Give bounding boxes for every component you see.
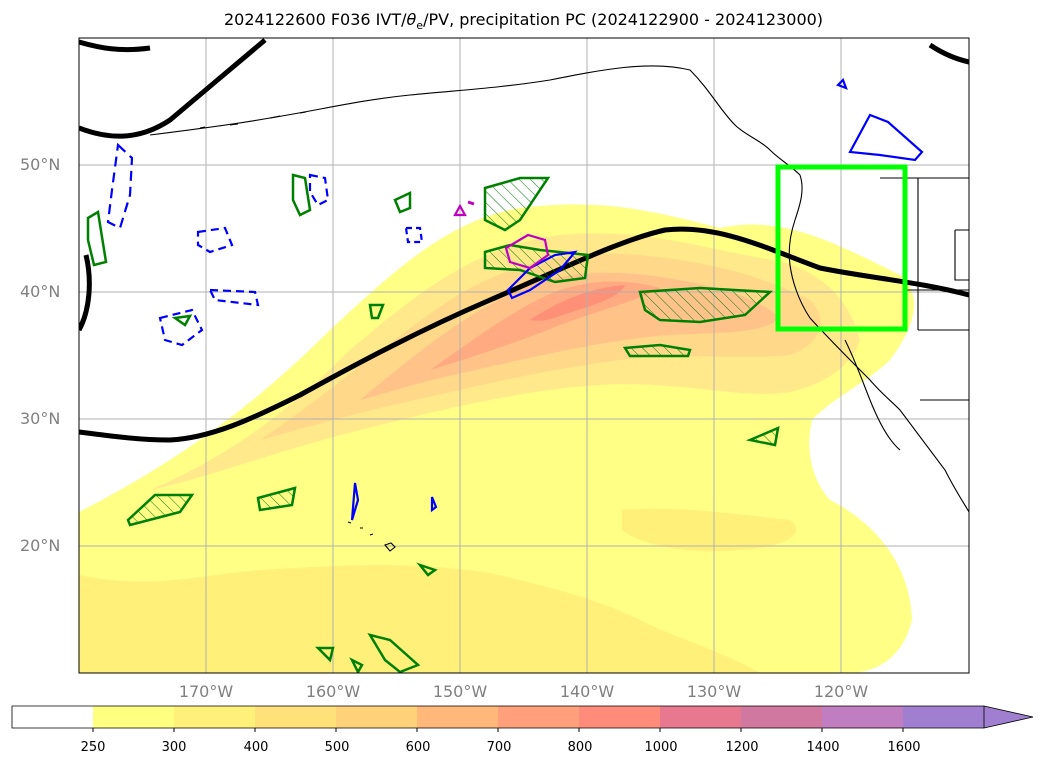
ivt-filled-contours xyxy=(79,204,915,673)
lat-label-20n: 20°N xyxy=(20,536,61,555)
precip-area-11 xyxy=(368,303,385,320)
lon-label-160w: 160°W xyxy=(305,682,361,701)
alaska-coast xyxy=(149,65,801,176)
colorbar-segment xyxy=(741,706,822,728)
magenta-contour-2 xyxy=(453,203,467,217)
pv-solid-4 xyxy=(350,482,438,521)
colorbar-tick-label: 700 xyxy=(486,740,512,755)
colorbar-segment xyxy=(174,706,255,728)
colorbar-tick-label: 500 xyxy=(324,740,350,755)
precip-area-4 xyxy=(622,343,692,358)
precip-area-5 xyxy=(126,493,195,527)
colorbar-tick-label: 300 xyxy=(161,740,187,755)
north-america-coast xyxy=(788,174,969,513)
colorbar-segment xyxy=(336,706,417,728)
colorbar-tick-label: 600 xyxy=(405,740,431,755)
lon-label-150w: 150°W xyxy=(432,682,488,701)
pv-dashed-6 xyxy=(404,226,424,244)
coastlines xyxy=(149,65,969,552)
theta-e-contours xyxy=(79,38,969,443)
precip-area-1 xyxy=(483,176,551,232)
precip-area-16 xyxy=(171,314,193,327)
precip-area-15 xyxy=(349,657,364,673)
pv-dashed-4 xyxy=(208,288,260,307)
colorbar-tick-label: 800 xyxy=(567,740,593,755)
baja-california xyxy=(844,339,901,451)
theta-e-main-line xyxy=(79,226,969,443)
precip-area-6 xyxy=(256,486,297,512)
lon-label-130w: 130°W xyxy=(686,682,742,701)
precip-area-8 xyxy=(86,209,108,267)
graticule xyxy=(79,38,969,673)
region-highlight-box xyxy=(775,164,908,332)
theta-e-north-edge xyxy=(79,39,969,65)
pv-solid-2 xyxy=(848,113,924,162)
aleutian-islands xyxy=(199,111,307,129)
pv-solid-3 xyxy=(836,78,848,90)
lat-label-30n: 30°N xyxy=(20,409,61,428)
lon-label-170w: 170°W xyxy=(178,682,234,701)
precip-area-13 xyxy=(367,633,421,673)
colorbar-tick-label: 400 xyxy=(243,740,269,755)
colorbar-segment xyxy=(417,706,498,728)
ivt-250-south-band xyxy=(79,565,760,673)
map-title: 2024122600 F036 IVT/θe/PV, precipitation… xyxy=(223,10,824,33)
colorbar-segment xyxy=(822,706,903,728)
colorbar-segment xyxy=(498,706,579,728)
colorbar-segment xyxy=(579,706,660,728)
precip-area-14 xyxy=(314,646,335,663)
colorbar-segment xyxy=(660,706,741,728)
colorbar-tick-label: 1200 xyxy=(725,740,759,755)
hawaii-islands xyxy=(347,521,396,552)
colorbar-segment xyxy=(93,706,174,728)
magenta-contour-1 xyxy=(504,233,550,270)
lon-label-140w: 140°W xyxy=(559,682,615,701)
ivt-700-band xyxy=(530,285,625,321)
precip-area-7 xyxy=(745,425,780,447)
colorbar-tick-label: 1600 xyxy=(887,740,921,755)
ivt-600-band xyxy=(430,281,660,370)
colorbar-segment xyxy=(255,706,336,728)
magenta-contour-3 xyxy=(467,200,475,206)
colorbar-extend-arrow xyxy=(983,705,1034,729)
lat-label-50n: 50°N xyxy=(20,155,61,174)
precip-area-9 xyxy=(291,173,312,217)
lat-label-40n: 40°N xyxy=(20,282,61,301)
precip-area-10 xyxy=(393,191,412,214)
precip-area-3 xyxy=(638,286,774,324)
colorbar-segment xyxy=(12,706,93,728)
colorbar-tick-label: 1000 xyxy=(644,740,678,755)
precip-area-12 xyxy=(416,562,438,577)
pv-contours xyxy=(106,78,924,521)
theta-e-northwest-arc xyxy=(79,38,267,139)
pv-dashed-5 xyxy=(158,308,204,347)
magenta-contours xyxy=(453,200,550,270)
colorbar-segment xyxy=(903,706,984,728)
pv-dashed-3 xyxy=(196,226,234,254)
pv-dashed-2 xyxy=(308,173,330,207)
map-frame xyxy=(78,37,970,674)
colorbar xyxy=(11,705,1034,732)
colorbar-tick-label: 250 xyxy=(80,740,106,755)
lon-label-120w: 120°W xyxy=(813,682,869,701)
theta-e-west-edge xyxy=(79,254,92,332)
pv-dashed-1 xyxy=(106,142,134,230)
colorbar-tick-label: 1400 xyxy=(806,740,840,755)
ivt-mid-south-blob xyxy=(622,508,797,552)
